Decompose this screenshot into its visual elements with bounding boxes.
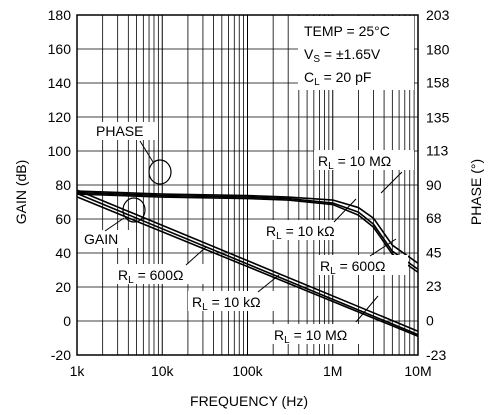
y2-tick-label: -23: [426, 347, 446, 363]
y-tick-label: 80: [55, 177, 71, 193]
y2-tick-label: 45: [426, 245, 442, 261]
y2-tick-label: 135: [426, 109, 450, 125]
y2-tick-label: 23: [426, 278, 442, 294]
gain-label: GAIN: [84, 231, 118, 247]
y-tick-label: 120: [48, 109, 72, 125]
y-tick-label: 140: [48, 75, 72, 91]
y2-tick-label: 180: [426, 42, 450, 58]
y-tick-label: 40: [55, 245, 71, 261]
x-tick-label: 10M: [404, 363, 431, 379]
y-tick-label: 0: [63, 313, 71, 329]
x-tick-label: 1k: [70, 363, 86, 379]
phase-marker-ellipse: [149, 160, 171, 184]
y2-tick-label: 90: [426, 177, 442, 193]
phase-pointer: [140, 141, 153, 162]
y2-axis-label: PHASE (°): [468, 159, 484, 225]
y2-tick-label: 158: [426, 75, 450, 91]
y-tick-label: 180: [48, 7, 72, 23]
y2-tick-label: 0: [426, 312, 434, 328]
y-tick-label: 100: [48, 143, 72, 159]
conditions-box: TEMP = 25°C VS = ±1.65V CL = 20 pF: [298, 16, 414, 90]
y-axis-label: GAIN (dB): [13, 160, 29, 225]
gain-pointer: [105, 218, 124, 231]
phase-label: PHASE: [96, 123, 143, 139]
x-tick-label: 1M: [323, 363, 342, 379]
x-tick-label: 100k: [232, 363, 263, 379]
y-tick-label: 160: [48, 41, 72, 57]
condition-temp: TEMP = 25°C: [304, 23, 390, 39]
y-tick-label: -20: [51, 347, 71, 363]
y-tick-label: 60: [55, 211, 71, 227]
y-tick-label: 20: [55, 279, 71, 295]
y2-tick-label: 203: [426, 7, 450, 23]
x-tick-label: 10k: [151, 363, 175, 379]
y2-tick-label: 113: [426, 142, 449, 158]
x-axis-label: FREQUENCY (Hz): [190, 393, 308, 409]
gain-10k-pointer: [258, 275, 279, 292]
y2-tick-label: 68: [426, 210, 442, 226]
